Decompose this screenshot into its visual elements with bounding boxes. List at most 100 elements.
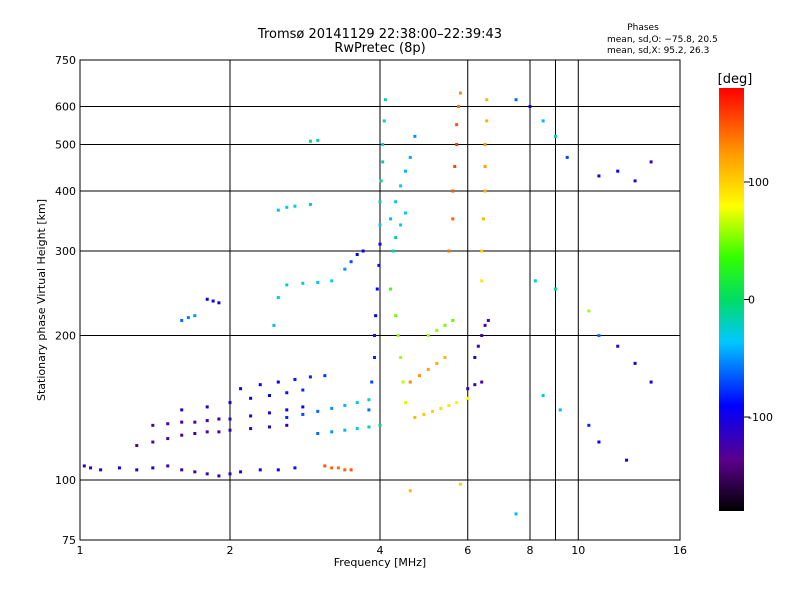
data-points <box>82 91 653 516</box>
data-point <box>374 314 378 318</box>
data-point <box>458 482 462 486</box>
data-point <box>301 281 305 285</box>
data-point <box>480 249 484 253</box>
data-point <box>483 189 487 193</box>
data-point <box>135 444 139 448</box>
colorbar-ticks: 100 0 -100 <box>744 176 773 424</box>
data-point <box>301 412 305 416</box>
data-point <box>378 423 382 427</box>
data-point <box>205 297 209 301</box>
data-point <box>408 380 412 384</box>
data-point <box>316 280 320 284</box>
grid-lines <box>80 60 680 540</box>
data-point <box>205 430 209 434</box>
data-point <box>391 249 395 253</box>
data-point <box>417 374 421 378</box>
data-point <box>455 123 459 127</box>
data-point <box>323 464 327 468</box>
data-point <box>483 323 487 327</box>
data-point <box>249 414 253 418</box>
data-point <box>399 223 403 227</box>
data-point <box>239 470 243 474</box>
data-point <box>343 468 347 472</box>
data-point <box>293 377 297 381</box>
data-point <box>330 406 334 410</box>
data-point <box>330 466 334 470</box>
y-tick-label: 100 <box>55 474 76 487</box>
data-point <box>228 472 232 476</box>
y-tick-label: 750 <box>55 54 76 67</box>
data-point <box>396 334 400 338</box>
data-point <box>316 138 320 142</box>
data-point <box>301 405 305 409</box>
y-tick-label: 400 <box>55 185 76 198</box>
colorbar-label: [deg] <box>718 72 753 87</box>
data-point <box>276 468 280 472</box>
y-axis-label: Stationary phase Virtual Height [km] <box>35 199 48 401</box>
data-point <box>285 205 289 209</box>
data-point <box>117 466 121 470</box>
data-point <box>455 401 459 405</box>
data-point <box>408 155 412 159</box>
data-point <box>267 425 271 429</box>
stats-line-o: mean, sd,O: −75.8, 20.5 <box>607 35 718 45</box>
data-point <box>151 466 155 470</box>
data-point <box>267 411 271 415</box>
data-point <box>381 143 385 147</box>
data-point <box>413 415 417 419</box>
data-point <box>466 396 470 400</box>
data-point <box>514 512 518 516</box>
data-point <box>403 211 407 215</box>
data-point <box>367 425 371 429</box>
data-point <box>193 314 197 318</box>
data-point <box>323 374 327 378</box>
data-point <box>587 423 591 427</box>
colorbar <box>719 88 744 511</box>
data-point <box>205 419 209 423</box>
chart-title: Tromsø 20141129 22:38:00–22:39:43 <box>257 27 502 42</box>
data-point <box>217 430 221 434</box>
chart-subtitle: RwPretec (8p) <box>334 41 425 56</box>
data-point <box>330 430 334 434</box>
data-point <box>228 417 232 421</box>
data-point <box>343 428 347 432</box>
data-point <box>486 318 490 322</box>
data-point <box>453 164 457 168</box>
data-point <box>597 334 601 338</box>
data-point <box>473 383 477 387</box>
data-point <box>473 355 477 359</box>
data-point <box>349 468 353 472</box>
x-tick-label: 16 <box>673 544 687 557</box>
data-point <box>193 420 197 424</box>
data-point <box>308 375 312 379</box>
data-point <box>426 334 430 338</box>
data-point <box>389 287 393 291</box>
data-point <box>135 468 139 472</box>
data-point <box>249 427 253 431</box>
y-tick-label: 300 <box>55 245 76 258</box>
x-tick-label: 4 <box>377 544 384 557</box>
data-point <box>514 98 518 102</box>
data-point <box>180 433 184 437</box>
data-point <box>541 394 545 398</box>
data-point <box>276 380 280 384</box>
data-point <box>180 420 184 424</box>
data-point <box>267 394 271 398</box>
data-point <box>633 361 637 365</box>
x-tick-label: 1 <box>77 544 84 557</box>
data-point <box>451 318 455 322</box>
data-point <box>285 408 289 412</box>
data-point <box>587 309 591 313</box>
data-point <box>480 279 484 283</box>
x-tick-label: 8 <box>527 544 534 557</box>
data-point <box>217 474 221 478</box>
data-point <box>553 287 557 291</box>
data-point <box>349 260 353 264</box>
data-point <box>597 174 601 178</box>
data-point <box>483 164 487 168</box>
y-tick-label: 500 <box>55 139 76 152</box>
data-point <box>370 380 374 384</box>
data-point <box>285 391 289 395</box>
data-point <box>355 427 359 431</box>
data-point <box>616 169 620 173</box>
